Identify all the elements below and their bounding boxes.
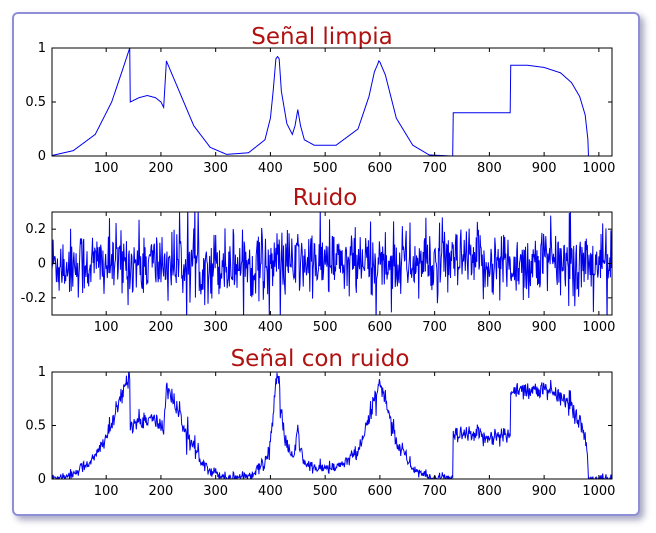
x-tick-label: 600: [367, 320, 392, 335]
y-tick-label: 0: [38, 472, 46, 487]
x-tick-label: 1000: [582, 484, 615, 499]
series-line: [52, 212, 612, 315]
y-tick-label: 1: [38, 365, 46, 380]
x-tick-label: 800: [477, 320, 502, 335]
x-tick-label: 100: [94, 484, 119, 499]
x-tick-label: 1000: [582, 161, 615, 176]
x-tick-label: 400: [258, 320, 283, 335]
x-tick-label: 900: [532, 320, 557, 335]
x-tick-label: 600: [367, 484, 392, 499]
series-line: [52, 48, 612, 156]
y-tick-label: -0.2: [21, 291, 46, 306]
x-tick-label: 800: [477, 484, 502, 499]
x-tick-label: 1000: [582, 320, 615, 335]
x-tick-label: 500: [313, 161, 338, 176]
y-tick-label: 1: [38, 41, 46, 56]
series-line: [52, 372, 612, 479]
x-tick-label: 800: [477, 161, 502, 176]
x-tick-label: 900: [532, 484, 557, 499]
chart-title-noise: Ruido: [293, 185, 358, 211]
x-tick-label: 700: [422, 161, 447, 176]
panel-noise: 100 200 300 400 500 600 700 800 900 1000 -0.2 0 0.2: [21, 211, 615, 335]
figure-frame: [12, 12, 640, 516]
panel-clean-signal: 100 200 300 400 500 600 700 800 900 1000 0 0.5 1: [25, 41, 615, 176]
y-tick-label: 0.2: [25, 222, 46, 237]
x-tick-label: 400: [258, 484, 283, 499]
x-tick-label: 200: [149, 484, 174, 499]
y-tick-label: 0: [38, 257, 46, 272]
x-tick-label: 700: [422, 320, 447, 335]
x-tick-label: 400: [258, 161, 283, 176]
axes-box: [51, 47, 613, 157]
x-tick-label: 600: [367, 161, 392, 176]
y-tick-label: 0: [38, 149, 46, 164]
x-tick-label: 300: [203, 484, 228, 499]
x-tick-label: 300: [203, 161, 228, 176]
chart-title-noisy: Señal con ruido: [231, 346, 410, 372]
panel-noisy-signal: 100 200 300 400 500 600 700 800 900 1000 0 0.5 1: [25, 365, 615, 499]
x-tick-label: 500: [313, 484, 338, 499]
y-tick-label: 0.5: [25, 419, 46, 434]
chart-title-clean: Señal limpia: [251, 24, 392, 50]
x-tick-label: 500: [313, 320, 338, 335]
x-tick-label: 300: [203, 320, 228, 335]
x-tick-label: 900: [532, 161, 557, 176]
y-tick-label: 0.5: [25, 95, 46, 110]
x-tick-label: 200: [149, 161, 174, 176]
x-tick-label: 700: [422, 484, 447, 499]
x-tick-label: 100: [94, 161, 119, 176]
x-tick-label: 200: [149, 320, 174, 335]
x-tick-label: 100: [94, 320, 119, 335]
